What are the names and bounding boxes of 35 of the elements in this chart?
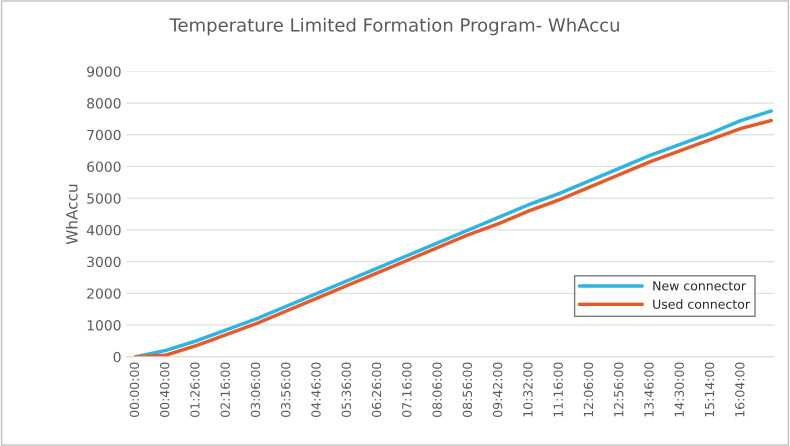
x-tick-label: 09:42:00 [492, 362, 502, 417]
x-tick-label: 12:06:00 [584, 362, 594, 416]
y-tick-label: 7000 [87, 130, 121, 140]
x-tick-label: 13:46:00 [644, 362, 654, 416]
y-tick-label: 4000 [86, 224, 121, 236]
x-tick-label: 10:32:00 [523, 362, 533, 416]
x-tick-label: 07:16:00 [402, 362, 412, 417]
y-tick-label: 1000 [88, 320, 121, 331]
x-tick-label: 04:46:00 [311, 362, 321, 417]
x-tick-label: 05:36:00 [342, 362, 352, 417]
x-tick-label: 06:26:00 [372, 362, 382, 417]
x-tick-label: 01:26:00 [190, 362, 200, 417]
x-tick-label: 14:30:00 [674, 362, 684, 416]
x-tick-label: 03:56:00 [281, 362, 290, 417]
y-tick-label: 8000 [87, 98, 121, 109]
x-tick-label: 12:56:00 [614, 362, 624, 416]
y-tick-label: 5000 [87, 193, 121, 204]
x-tick-label: 00:00:00 [130, 362, 140, 417]
x-tick-label: 03:06:00 [250, 362, 260, 417]
y-tick-label: 6000 [87, 161, 121, 172]
y-tick-label: 9000 [87, 66, 121, 77]
y-tick-label: 2000 [87, 288, 121, 299]
x-tick-label: 02:16:00 [220, 362, 230, 417]
y-tick-label: 3000 [87, 256, 121, 268]
legend-label: Used connector [653, 299, 750, 309]
y-axis-title: WhAccu [66, 184, 78, 244]
y-tick-label: 0 [114, 352, 121, 362]
x-tick-label: 08:06:00 [432, 362, 442, 417]
x-tick-label: 00:40:00 [160, 362, 170, 417]
x-tick-label: 15:14:00 [704, 362, 714, 416]
legend-label: New connector [653, 281, 746, 291]
chart-title: Temperature Limited Formation Program- WhAccu [169, 18, 619, 36]
x-tick-label: 11:16:00 [553, 362, 563, 416]
x-tick-label: 08:56:00 [462, 362, 472, 417]
x-tick-label: 16:04:00 [735, 362, 745, 416]
